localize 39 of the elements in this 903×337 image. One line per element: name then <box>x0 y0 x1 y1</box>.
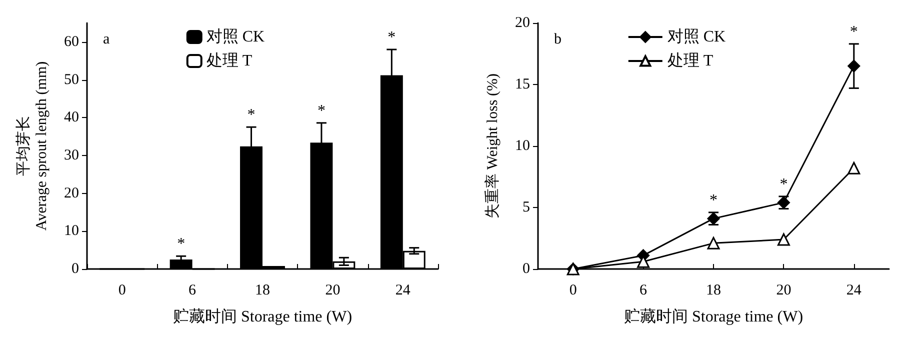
annotation: * <box>780 176 788 193</box>
annotation: * <box>317 102 326 120</box>
y-axis-title: 平均芽长 Average sprout length (mm) <box>15 61 50 231</box>
annotation: * <box>850 23 858 40</box>
annotation: * <box>388 28 396 46</box>
y-axis-title: 失重率 Weight loss (%) <box>484 73 501 219</box>
y-tick-label: 0 <box>522 261 530 277</box>
x-tick-label: 6 <box>188 282 197 298</box>
y-tick-label: 20 <box>515 15 530 31</box>
x-tick-label: 20 <box>776 282 792 298</box>
legend-label: 处理 T <box>206 52 252 70</box>
y-tick-label: 20 <box>64 185 79 202</box>
y-tick-label: 10 <box>64 223 79 240</box>
x-tick-label: 18 <box>255 282 270 298</box>
x-tick-label: 6 <box>640 282 648 298</box>
annotation: b <box>554 32 562 48</box>
annotation: * <box>247 106 256 124</box>
y-tick-label: 10 <box>515 138 530 154</box>
x-axis-title: 贮藏时间 Storage time (W) <box>624 308 804 326</box>
x-tick-label: 0 <box>569 282 577 298</box>
x-tick-label: 0 <box>118 282 126 298</box>
y-tick-label: 0 <box>72 261 79 277</box>
y-tick-label: 60 <box>64 34 79 50</box>
x-tick-label: 24 <box>395 282 411 298</box>
y-tick-label: 40 <box>64 110 79 126</box>
x-axis-title: 贮藏时间 Storage time (W) <box>172 308 352 326</box>
x-tick-label: 20 <box>325 282 340 298</box>
annotation: * <box>710 192 718 209</box>
y-tick-label: 15 <box>515 76 530 92</box>
legend-label: 处理 T <box>667 52 714 70</box>
annotation: a <box>103 32 110 48</box>
legend-label: 对照 CK <box>667 28 726 46</box>
legend-label: 对照 CK <box>206 28 266 46</box>
y-tick-label: 30 <box>64 147 79 164</box>
x-tick-label: 18 <box>706 282 721 298</box>
y-tick-label: 50 <box>64 72 79 88</box>
y-tick-label: 5 <box>522 200 530 216</box>
annotation: * <box>177 236 186 253</box>
x-tick-label: 24 <box>846 282 862 298</box>
